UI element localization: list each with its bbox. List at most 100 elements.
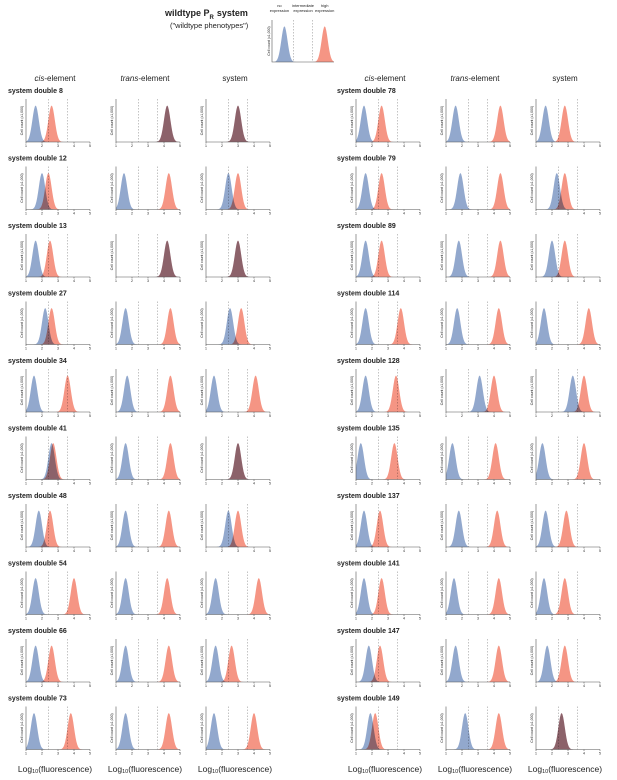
x-tick-label: 4 (73, 211, 75, 215)
x-tick-label: 3 (477, 684, 479, 688)
x-tick-label: 5 (179, 279, 181, 283)
x-tick-label: 2 (41, 684, 43, 688)
x-tick-label: 2 (461, 549, 463, 553)
x-tick-label: 5 (509, 684, 511, 688)
x-tick-label: 2 (551, 144, 553, 148)
histogram (26, 172, 90, 210)
x-tick-label: 4 (493, 414, 495, 418)
x-tick-label: 4 (403, 279, 405, 283)
x-tick-label: 3 (57, 481, 59, 485)
histogram (536, 172, 600, 210)
x-tick-label: 5 (599, 346, 601, 350)
x-tick-label: 3 (477, 549, 479, 553)
x-tick-label: 4 (73, 279, 75, 283)
column-header-em: trans (121, 74, 139, 83)
x-tick-label: 5 (599, 684, 601, 688)
row-label: system double 149 (337, 695, 400, 702)
x-tick-label: 4 (163, 481, 165, 485)
y-axis-label: Cell count (x1,000) (20, 241, 24, 270)
y-axis-label: Cell count (x1,000) (530, 106, 534, 135)
y-axis-label: Cell count (x1,000) (530, 173, 534, 202)
axes (271, 20, 334, 63)
x-tick-label: 1 (25, 211, 27, 215)
x-tick-label: 3 (237, 616, 239, 620)
x-tick-label: 5 (509, 751, 511, 755)
x-tick-label: 3 (477, 279, 479, 283)
x-tick-label: 4 (73, 549, 75, 553)
histogram (536, 442, 600, 480)
y-axis-label: Cell count (x1,000) (530, 578, 534, 607)
x-tick-label: 3 (147, 549, 149, 553)
column-header: system (552, 74, 578, 83)
x-axis-label-prefix: Log (348, 764, 362, 774)
x-axis-label-prefix: Log (528, 764, 542, 774)
y-axis-label: Cell count (x1,000) (440, 578, 444, 607)
x-tick-label: 1 (25, 144, 27, 148)
x-tick-label: 5 (89, 751, 91, 755)
histogram (206, 375, 270, 412)
y-axis-label: Cell count (x1,000) (20, 376, 24, 405)
x-tick-label: 3 (57, 279, 59, 283)
x-tick-label: 1 (205, 346, 207, 350)
x-tick-label: 1 (355, 346, 357, 350)
row-label: system double 79 (337, 155, 396, 162)
x-tick-label: 1 (355, 414, 357, 418)
histogram (206, 240, 270, 277)
x-tick-label: 5 (269, 751, 271, 755)
x-tick-label: 3 (147, 414, 149, 418)
x-tick-label: 4 (583, 346, 585, 350)
column-header-em: cis (365, 74, 375, 83)
row-label: system double 66 (8, 628, 67, 635)
y-axis-label: Cell count (x1,000) (350, 376, 354, 405)
x-tick-label: 1 (205, 279, 207, 283)
x-tick-label: 2 (41, 481, 43, 485)
histogram (536, 712, 600, 750)
x-tick-label: 2 (41, 144, 43, 148)
x-tick-label: 4 (493, 279, 495, 283)
x-tick-label: 4 (163, 616, 165, 620)
x-tick-label: 2 (131, 684, 133, 688)
x-tick-label: 3 (387, 616, 389, 620)
histogram (26, 712, 90, 750)
x-tick-label: 1 (355, 481, 357, 485)
x-axis-label: Log10(fluorescence) (438, 764, 512, 775)
row-label: system double 137 (337, 493, 400, 500)
x-axis-label-suffix: (fluorescence) (128, 764, 182, 774)
x-tick-label: 4 (493, 211, 495, 215)
x-tick-label: 3 (387, 684, 389, 688)
x-tick-label: 3 (567, 414, 569, 418)
x-tick-label: 5 (419, 211, 421, 215)
x-tick-label: 5 (269, 279, 271, 283)
x-tick-label: 4 (493, 144, 495, 148)
histogram (116, 375, 180, 412)
x-tick-label: 5 (179, 211, 181, 215)
histogram (116, 375, 180, 412)
column-header-rest: system (222, 74, 248, 83)
x-tick-label: 3 (237, 684, 239, 688)
histogram (206, 442, 270, 480)
y-axis-label: Cell count (x1,000) (110, 511, 114, 540)
x-tick-label: 4 (493, 751, 495, 755)
x-tick-label: 5 (89, 684, 91, 688)
x-tick-label: 2 (461, 616, 463, 620)
x-tick-label: 2 (131, 346, 133, 350)
histogram (116, 307, 180, 345)
x-tick-label: 5 (269, 211, 271, 215)
axes (25, 301, 90, 345)
x-tick-label: 4 (163, 414, 165, 418)
x-tick-label: 2 (551, 211, 553, 215)
x-tick-label: 5 (269, 414, 271, 418)
x-tick-label: 2 (221, 346, 223, 350)
x-tick-label: 3 (57, 346, 59, 350)
x-tick-label: 3 (57, 616, 59, 620)
x-tick-label: 2 (131, 414, 133, 418)
x-tick-label: 3 (567, 211, 569, 215)
y-axis-label: Cell count (x1,000) (350, 443, 354, 472)
histogram (536, 510, 600, 547)
histogram (356, 510, 420, 547)
column-header-rest: -element (44, 74, 76, 83)
histogram (536, 240, 600, 277)
y-axis-label: Cell count (x1,000) (110, 578, 114, 607)
column-header: trans-element (451, 74, 501, 83)
x-tick-label: 1 (115, 751, 117, 755)
